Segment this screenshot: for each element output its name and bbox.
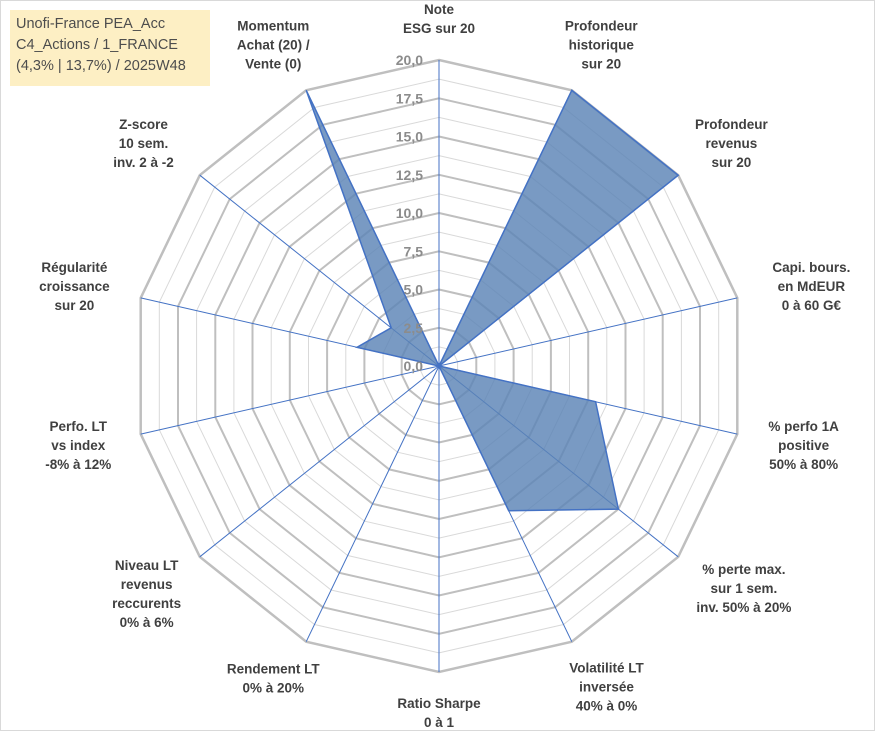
- radar-axis-label-line: 0% à 6%: [120, 615, 174, 630]
- radar-axis-label-line: vs index: [51, 438, 106, 453]
- radar-tick-label: 0,0: [404, 358, 424, 374]
- radar-tick-label: 7,5: [404, 243, 424, 259]
- radar-axis-label-line: % perte max.: [702, 562, 785, 577]
- radar-axis-label-line: positive: [778, 438, 830, 453]
- radar-axis-label-line: Momentum: [237, 18, 309, 33]
- radar-tick-label: 10,0: [396, 205, 423, 221]
- radar-tick-label: 20,0: [396, 52, 423, 68]
- radar-axis-label-line: Capi. bours.: [772, 260, 850, 275]
- radar-axis-label-line: Volatilité LT: [569, 661, 644, 676]
- radar-axis-label: Perfo. LT vs index -8% à 12%: [45, 419, 111, 472]
- radar-axis-label-line: inv. 50% à 20%: [696, 600, 791, 615]
- radar-axis-label-line: Perfo. LT: [50, 419, 108, 434]
- radar-spoke: [140, 365, 440, 435]
- radar-axis-label: Momentum Achat (20) / Vente (0): [237, 18, 310, 71]
- radar-tick-labels: 0,0 2,5 5,0 7,5 10,0 12,5 15,0 17,5 20,0: [396, 52, 423, 374]
- radar-axis-label: Profondeur historique sur 20: [565, 18, 638, 71]
- radar-axis-label-line: sur 20: [712, 155, 752, 170]
- chart-title-line-1: Unofi-France PEA_Acc: [16, 16, 166, 32]
- radar-tick-label: 12,5: [396, 167, 423, 183]
- chart-title-line-2: C4_Actions / 1_FRANCE: [16, 37, 178, 53]
- radar-series-area: [305, 89, 680, 512]
- radar-axis-label: Profondeur revenus sur 20: [695, 117, 768, 170]
- radar-axis-label-line: 40% à 0%: [576, 699, 638, 714]
- radar-tick-label: 15,0: [396, 129, 423, 145]
- radar-axis-label: % perte max. sur 1 sem. inv. 50% à 20%: [696, 562, 791, 615]
- radar-axis-label-line: Vente (0): [245, 56, 301, 71]
- radar-axis-label: Rendement LT 0% à 20%: [227, 662, 321, 696]
- radar-tick-label: 5,0: [404, 282, 424, 298]
- radar-axis-label: Niveau LT revenus reccurents 0% à 6%: [112, 558, 181, 630]
- radar-axis-label-line: 0% à 20%: [243, 681, 305, 696]
- radar-axis-label-line: ESG sur 20: [403, 21, 475, 36]
- radar-axis-label: Volatilité LT inversée 40% à 0%: [569, 661, 644, 714]
- radar-axis-label-line: Profondeur: [565, 18, 638, 33]
- chart-title-box: Unofi-France PEA_Acc C4_Actions / 1_FRAN…: [10, 10, 210, 86]
- radar-axis-label: % perfo 1A positive 50% à 80%: [768, 419, 839, 472]
- radar-axis-label-line: inv. 2 à -2: [113, 155, 174, 170]
- radar-tick-label: 2,5: [404, 320, 424, 336]
- radar-axis-label-line: Profondeur: [695, 117, 768, 132]
- radar-spoke: [199, 365, 440, 558]
- radar-axis-label-line: Ratio Sharpe: [397, 696, 481, 711]
- radar-spoke: [438, 297, 738, 367]
- radar-axis-label-line: revenus: [121, 577, 173, 592]
- radar-axis-label-line: Rendement LT: [227, 662, 321, 677]
- radar-axis-label-line: reccurents: [112, 596, 181, 611]
- radar-axis-label-line: Régularité: [41, 260, 108, 275]
- radar-axis-label-line: -8% à 12%: [45, 457, 111, 472]
- radar-axis-label-line: Note: [424, 2, 454, 17]
- radar-axis-label-line: 0 à 1: [424, 715, 455, 730]
- radar-axis-label-line: sur 20: [581, 56, 621, 71]
- radar-axis-label-line: sur 20: [55, 298, 95, 313]
- radar-axis-label: Capi. bours. en MdEUR 0 à 60 G€: [772, 260, 850, 313]
- radar-axis-label-line: 50% à 80%: [769, 457, 838, 472]
- radar-series: [305, 89, 680, 512]
- radar-axis-label-line: sur 1 sem.: [711, 581, 778, 596]
- radar-axis-label-line: croissance: [39, 279, 110, 294]
- radar-axis-label-line: revenus: [706, 136, 758, 151]
- radar-axis-label-line: Niveau LT: [115, 558, 179, 573]
- radar-spoke: [305, 365, 440, 642]
- radar-axis-labels: Note ESG sur 20 Profondeur historique sur 20…: [39, 2, 850, 730]
- radar-axis-label: Note ESG sur 20: [403, 2, 475, 36]
- radar-axis-label-line: en MdEUR: [778, 279, 846, 294]
- radar-axis-label-line: historique: [569, 37, 635, 52]
- radar-axis-label: Ratio Sharpe 0 à 1: [397, 696, 481, 730]
- radar-axis-label: Régularité croissance sur 20: [39, 260, 110, 313]
- radar-axis-label-line: Z-score: [119, 117, 168, 132]
- radar-axis-label-line: inversée: [579, 680, 634, 695]
- radar-tick-label: 17,5: [396, 90, 423, 106]
- radar-axis-label-line: % perfo 1A: [768, 419, 839, 434]
- radar-axis-label-line: 0 à 60 G€: [782, 298, 842, 313]
- radar-axis-label-line: 10 sem.: [119, 136, 169, 151]
- radar-axis-label-line: Achat (20) /: [237, 37, 310, 52]
- radar-axis-label: Z-score 10 sem. inv. 2 à -2: [113, 117, 174, 170]
- chart-title-line-3: (4,3% | 13,7%) / 2025W48: [16, 58, 186, 74]
